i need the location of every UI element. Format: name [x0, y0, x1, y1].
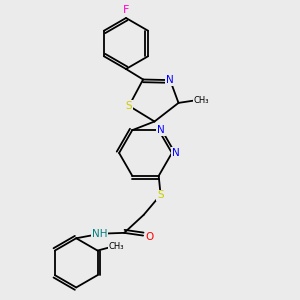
Text: O: O [146, 232, 154, 242]
Text: S: S [126, 101, 132, 111]
Text: F: F [123, 4, 129, 15]
Text: N: N [172, 148, 179, 158]
Text: CH₃: CH₃ [108, 242, 124, 250]
Text: S: S [157, 190, 164, 200]
Text: NH: NH [92, 229, 107, 239]
Text: N: N [166, 75, 174, 85]
Text: N: N [157, 125, 165, 135]
Text: CH₃: CH₃ [194, 96, 209, 105]
